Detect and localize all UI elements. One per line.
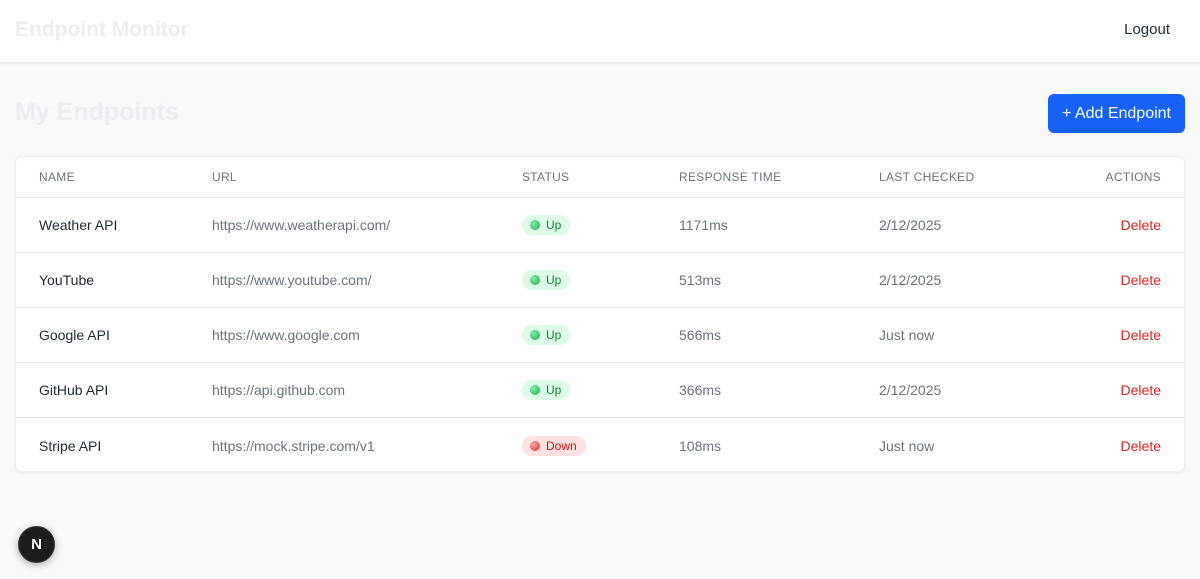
last-checked: 2/12/2025 [879,216,942,233]
status-up-dot-icon [530,219,540,230]
column-header-actions: ACTIONS [1059,157,1184,198]
last-checked: Just now [879,306,1059,363]
nextjs-icon[interactable]: N [18,526,55,563]
status-label: Up [546,383,562,398]
table-row: Google API https://www.google.com Up 566… [16,306,1184,363]
table-row: GitHub API https://api.github.com Up 366… [16,362,1184,418]
status-badge: Up [522,269,571,290]
delete-button[interactable]: Delete [1120,216,1161,233]
status-badge: Up [522,380,571,401]
endpoints-table-card: NAME URL STATUS RESPONSE TIME LAST CHECK… [15,156,1185,472]
status-up-dot-icon [530,274,540,285]
column-header-name: NAME [16,157,212,198]
endpoint-url: https://www.google.com [212,306,522,363]
endpoint-url: https://www.youtube.com/ [212,251,522,308]
endpoint-url: https://mock.stripe.com/v1 [212,417,522,471]
endpoints-table: NAME URL STATUS RESPONSE TIME LAST CHECK… [16,157,1184,471]
status-up-dot-icon [530,329,540,340]
status-badge: Down [522,435,586,456]
status-badge: Up [522,214,571,235]
response-time: 366ms [679,362,879,418]
delete-button[interactable]: Delete [1120,382,1161,399]
status-label: Up [546,217,562,232]
app-brand: Endpoint Monitor [15,18,189,41]
delete-button[interactable]: Delete [1120,437,1161,454]
column-header-last-checked: LAST CHECKED [879,157,1059,198]
endpoint-name: GitHub API [16,362,212,418]
endpoint-name: YouTube [16,251,212,308]
last-checked: 2/12/2025 [879,251,1059,308]
status-label: Up [546,272,562,287]
status-down-dot-icon [530,440,540,451]
endpoint-name: Weather API [39,216,118,233]
column-header-url: URL [212,157,522,198]
column-header-status: STATUS [522,157,679,198]
response-time: 1171ms [679,216,728,233]
table-header-row: NAME URL STATUS RESPONSE TIME LAST CHECK… [16,157,1184,198]
logout-button[interactable]: Logout [1124,21,1170,38]
table-row: Stripe API https://mock.stripe.com/v1 Do… [16,417,1184,471]
delete-button[interactable]: Delete [1120,326,1161,343]
column-header-response-time: RESPONSE TIME [679,157,879,198]
status-up-dot-icon [530,385,540,396]
status-badge: Up [522,324,571,345]
table-row: Weather API https://www.weatherapi.com/ … [16,197,1184,252]
delete-button[interactable]: Delete [1120,271,1161,288]
add-endpoint-button[interactable]: + Add Endpoint [1048,94,1185,133]
last-checked: 2/12/2025 [879,362,1059,418]
response-time: 513ms [679,251,879,308]
endpoint-name: Stripe API [16,417,212,471]
status-label: Down [546,438,577,453]
response-time: 566ms [679,306,879,363]
last-checked: Just now [879,417,1059,471]
page-title: My Endpoints [15,98,179,126]
endpoint-name: Google API [16,306,212,363]
endpoint-url: https://www.weatherapi.com/ [212,216,391,233]
endpoint-url: https://api.github.com [212,362,522,418]
table-row: YouTube https://www.youtube.com/ Up 513m… [16,251,1184,308]
top-navbar: Endpoint Monitor Logout [0,0,1200,63]
response-time: 108ms [679,417,879,471]
status-label: Up [546,327,562,342]
